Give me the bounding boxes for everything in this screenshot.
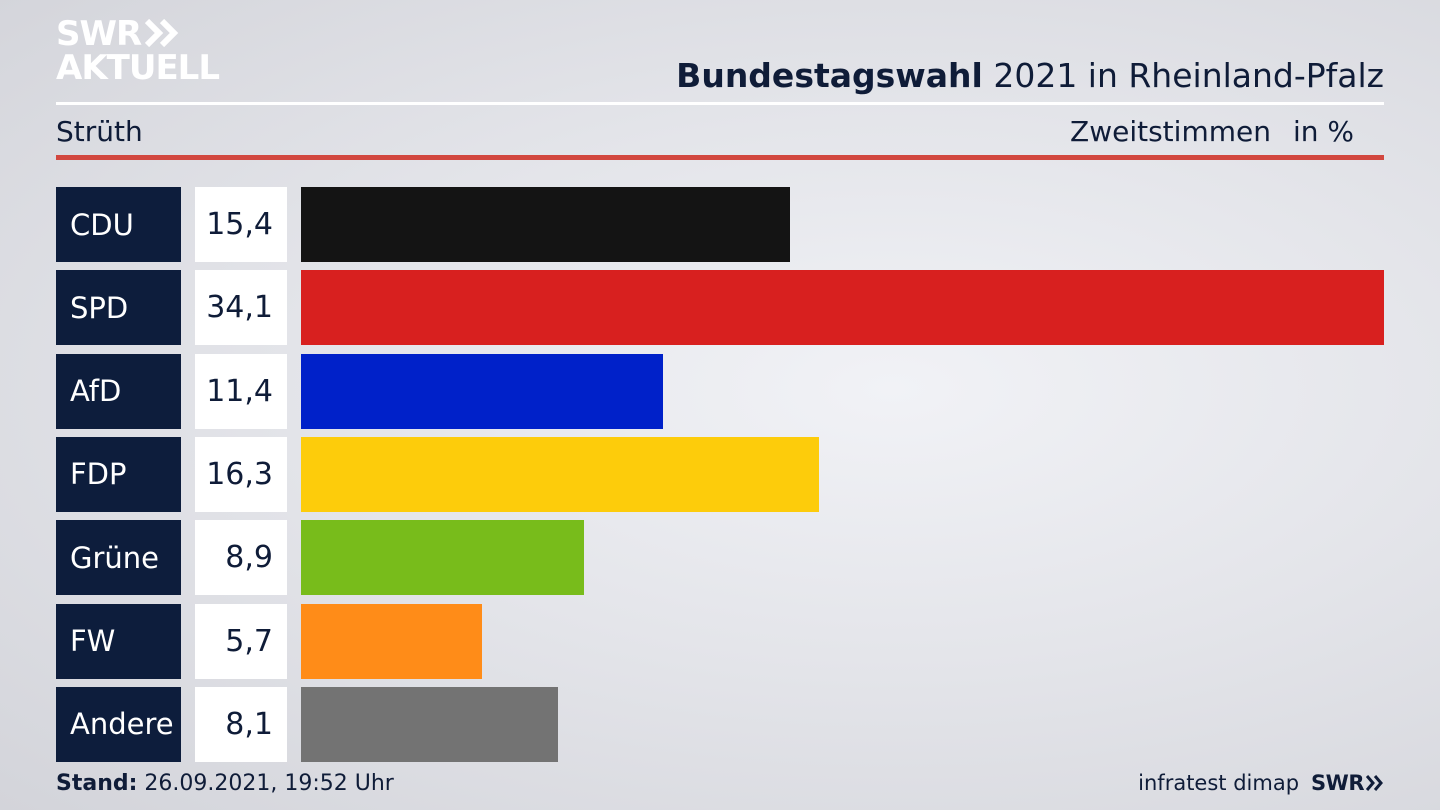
- chart-row: FDP 16,3: [56, 436, 1384, 512]
- page-title: Bundestagswahl 2021 in Rheinland-Pfalz: [676, 56, 1384, 95]
- title-rest: 2021 in Rheinland-Pfalz: [993, 56, 1384, 95]
- bar: [301, 603, 482, 679]
- chart-row: Andere 8,1: [56, 686, 1384, 762]
- party-label: CDU: [56, 187, 181, 262]
- party-label: SPD: [56, 270, 181, 346]
- chart-row: AfD 11,4: [56, 353, 1384, 429]
- stand-value: 26.09.2021, 19:52 Uhr: [144, 771, 394, 796]
- party-label: Grüne: [56, 520, 181, 596]
- party-label: Andere: [56, 686, 181, 762]
- measure-text: Zweitstimmen: [1070, 115, 1271, 148]
- swr-aktuell-logo: SWR AKTUELL: [56, 14, 220, 88]
- bar: [301, 187, 790, 262]
- value-label: 8,9: [195, 520, 287, 596]
- logo-aktuell-text: AKTUELL: [56, 48, 220, 88]
- value-label: 8,1: [195, 686, 287, 762]
- unit-text: in %: [1292, 115, 1354, 148]
- source-credit: infratest dimap SWR: [1138, 771, 1384, 795]
- source-text: infratest dimap: [1138, 771, 1300, 795]
- bar: [301, 353, 663, 429]
- value-label: 11,4: [195, 353, 287, 429]
- chart-row: CDU 15,4: [56, 187, 1384, 262]
- value-label: 5,7: [195, 603, 287, 679]
- party-label: FDP: [56, 436, 181, 512]
- bar: [301, 520, 584, 596]
- chart-row: FW 5,7: [56, 603, 1384, 679]
- stand-label: Stand:: [56, 771, 138, 796]
- chart-row: Grüne 8,9: [56, 520, 1384, 596]
- bar: [301, 436, 819, 512]
- source-brand: SWR: [1311, 771, 1364, 795]
- value-label: 34,1: [195, 270, 287, 346]
- timestamp: Stand: 26.09.2021, 19:52 Uhr: [56, 771, 394, 796]
- bar: [301, 686, 558, 762]
- logo-swr-text: SWR: [56, 14, 142, 54]
- party-label: AfD: [56, 353, 181, 429]
- measure-label: Zweitstimmen in %: [1070, 115, 1354, 148]
- title-bold: Bundestagswahl: [676, 56, 983, 95]
- double-chevron-right-icon: [145, 18, 179, 50]
- value-label: 15,4: [195, 187, 287, 262]
- double-chevron-right-icon: [1366, 775, 1384, 791]
- value-label: 16,3: [195, 436, 287, 512]
- bar: [301, 270, 1384, 346]
- header-divider: [56, 102, 1384, 105]
- chart-row: SPD 34,1: [56, 270, 1384, 346]
- subheader-divider: [56, 155, 1384, 160]
- party-label: FW: [56, 603, 181, 679]
- location-label: Strüth: [56, 115, 143, 148]
